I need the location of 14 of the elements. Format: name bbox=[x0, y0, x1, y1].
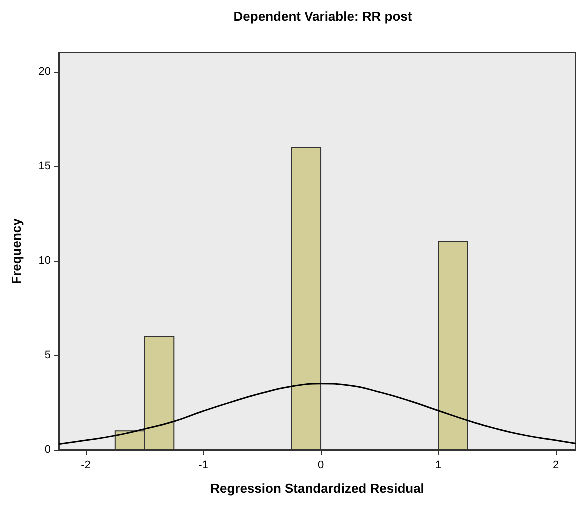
y-tick-label: 10 bbox=[38, 254, 51, 267]
line-series bbox=[58, 383, 577, 446]
x-axis-title: Regression Standardized Residual bbox=[210, 481, 424, 496]
x-tick-label: -1 bbox=[198, 460, 208, 472]
x-tick-label: 2 bbox=[552, 460, 560, 472]
x-tick-label: 1 bbox=[435, 460, 442, 472]
y-tick-label: 15 bbox=[38, 160, 51, 172]
y-tick-label: 20 bbox=[38, 66, 51, 78]
y-axis-title: Frequency bbox=[9, 218, 24, 284]
x-tick-label: 0 bbox=[318, 460, 324, 472]
chart-title: Dependent Variable: RR post bbox=[234, 9, 413, 24]
y-tick-label: 5 bbox=[44, 349, 51, 362]
x-tick-label: -2 bbox=[81, 460, 91, 472]
y-tick-label: 0 bbox=[44, 444, 51, 456]
